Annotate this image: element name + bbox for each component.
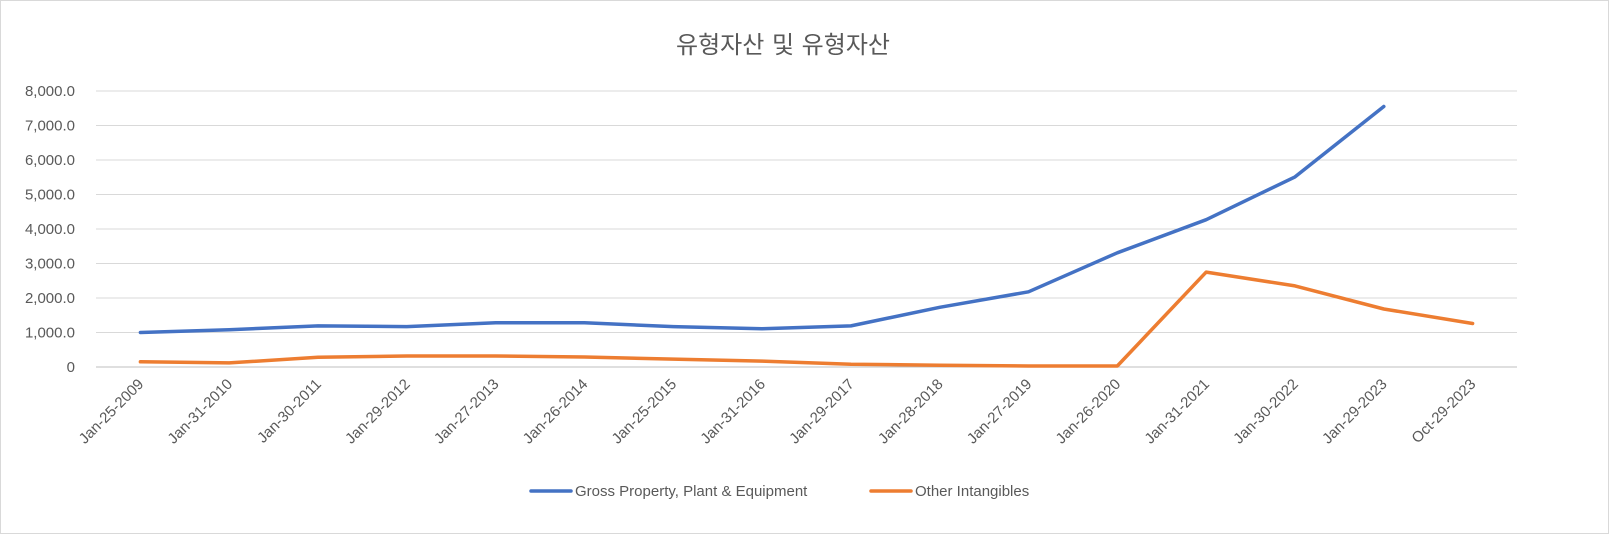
x-tick-label: Jan-29-2017 (786, 376, 858, 448)
y-tick-label: 1,000.0 (25, 325, 75, 342)
y-tick-label: 5,000.0 (25, 187, 75, 204)
x-tick-label: Jan-29-2023 (1319, 376, 1391, 448)
y-tick-label: 7,000.0 (25, 118, 75, 135)
x-tick-label: Jan-31-2016 (697, 376, 769, 448)
x-tick-label: Jan-30-2011 (254, 376, 325, 447)
x-tick-label: Jan-26-2014 (520, 376, 592, 448)
legend: Gross Property, Plant & Equipment Other I… (529, 483, 1029, 500)
y-tick-label: 3,000.0 (25, 256, 75, 273)
chart-title: 유형자산 및 유형자산 (676, 31, 890, 59)
series-lines (138, 104, 1475, 368)
y-tick-label: 6,000.0 (25, 152, 75, 169)
x-tick-label: Jan-31-2010 (164, 376, 236, 448)
series-line-gross-ppe (138, 104, 1386, 335)
y-axis-ticks: 0 1,000.0 2,000.0 3,000.0 4,000.0 5,000.0 6,00… (25, 83, 75, 376)
x-tick-label: Jan-26-2020 (1053, 376, 1125, 448)
gridlines (96, 90, 1517, 368)
x-tick-label: Jan-27-2019 (964, 376, 1036, 448)
x-tick-label: Jan-30-2022 (1230, 376, 1302, 448)
x-tick-label: Jan-25-2015 (609, 376, 681, 448)
legend-label-gross-ppe: Gross Property, Plant & Equipment (575, 483, 808, 500)
x-tick-label: Jan-27-2013 (431, 376, 503, 448)
y-tick-label: 2,000.0 (25, 290, 75, 307)
x-axis-ticks: Jan-25-2009 Jan-31-2010 Jan-30-2011 Jan-29-… (76, 376, 1480, 448)
y-tick-label: 8,000.0 (25, 83, 75, 100)
x-tick-label: Oct-29-2023 (1408, 376, 1479, 447)
x-tick-label: Jan-31-2021 (1141, 376, 1213, 448)
series-line-other-intangibles (138, 270, 1475, 368)
y-tick-label: 0 (67, 359, 75, 376)
x-tick-label: Jan-29-2012 (342, 376, 414, 448)
x-tick-label: Jan-28-2018 (875, 376, 947, 448)
y-tick-label: 4,000.0 (25, 221, 75, 238)
x-tick-label: Jan-25-2009 (76, 376, 148, 448)
legend-label-other-intangibles: Other Intangibles (915, 483, 1029, 500)
